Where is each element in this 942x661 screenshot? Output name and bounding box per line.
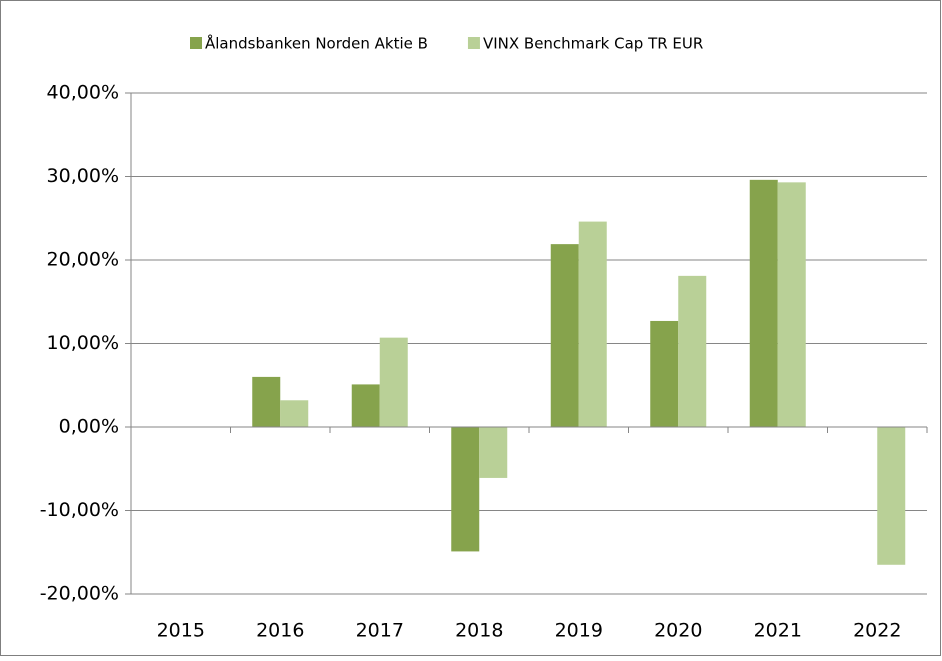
bar bbox=[749, 179, 778, 427]
bar bbox=[650, 320, 679, 427]
bar bbox=[550, 244, 579, 427]
bar bbox=[451, 427, 480, 552]
x-tick-label: 2021 bbox=[754, 620, 802, 642]
x-tick-label: 2020 bbox=[654, 620, 702, 642]
x-tick-label: 2022 bbox=[853, 620, 901, 642]
bar bbox=[252, 376, 281, 427]
bar bbox=[351, 384, 380, 427]
y-tick-label: 40,00% bbox=[47, 82, 119, 104]
legend-swatch bbox=[467, 37, 480, 49]
legend-label: Ålandsbanken Norden Aktie B bbox=[205, 34, 428, 53]
bar bbox=[678, 275, 707, 427]
y-tick-label: 0,00% bbox=[59, 416, 119, 438]
y-tick-label: 20,00% bbox=[47, 249, 119, 271]
bar bbox=[280, 400, 309, 427]
bar bbox=[877, 427, 906, 565]
x-tick-label: 2019 bbox=[555, 620, 603, 642]
legend-label: VINX Benchmark Cap TR EUR bbox=[483, 35, 703, 53]
y-tick-label: 10,00% bbox=[47, 332, 119, 354]
x-tick-label: 2018 bbox=[455, 620, 503, 642]
x-tick-label: 2015 bbox=[157, 620, 205, 642]
bar bbox=[379, 337, 408, 427]
bar bbox=[578, 221, 607, 427]
x-tick-label: 2016 bbox=[256, 620, 304, 642]
y-tick-label: -10,00% bbox=[40, 499, 119, 521]
y-tick-label: -20,00% bbox=[40, 583, 119, 605]
legend-swatch bbox=[190, 37, 202, 49]
y-tick-label: 30,00% bbox=[47, 165, 119, 187]
x-tick-label: 2017 bbox=[356, 620, 404, 642]
bar bbox=[479, 427, 508, 478]
bar bbox=[777, 182, 806, 427]
